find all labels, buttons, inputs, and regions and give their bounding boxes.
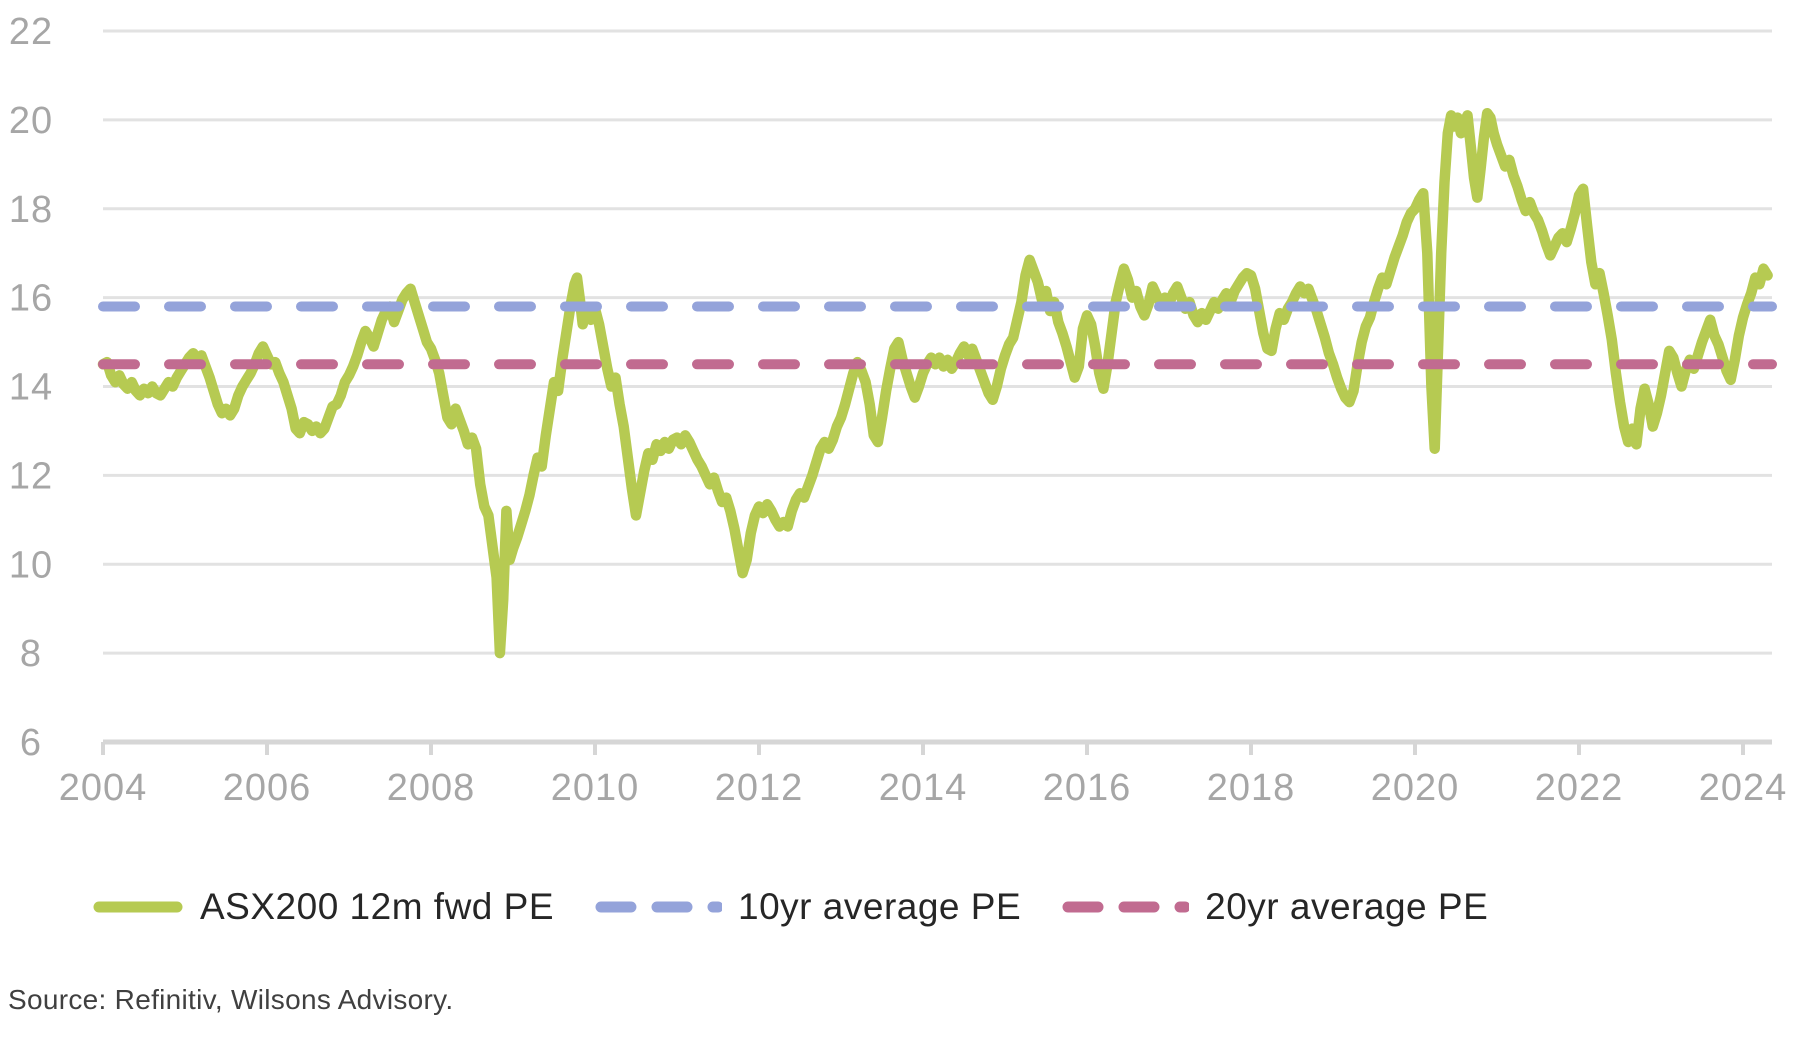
x-axis-tick-label-2016: 2016 — [1043, 767, 1132, 809]
solid-line-swatch-icon — [93, 901, 183, 913]
y-axis-tick-label-22: 22 — [9, 11, 53, 53]
dashed-line-swatch-icon — [595, 901, 723, 913]
y-axis-tick-label-6: 6 — [20, 722, 42, 764]
y-axis-tick-label-10: 10 — [9, 544, 53, 586]
legend-label-20yr-average-pe: 20yr average PE — [1205, 886, 1489, 927]
legend-item-asx200-fwd-pe: ASX200 12m fwd PE — [92, 886, 554, 928]
y-axis-tick-label-16: 16 — [9, 278, 53, 320]
x-axis-tick-label-2004: 2004 — [59, 767, 148, 809]
x-axis-tick-label-2010: 2010 — [551, 767, 640, 809]
x-axis-tick-label-2008: 2008 — [387, 767, 476, 809]
source-note: Source: Refinitiv, Wilsons Advisory. — [8, 984, 454, 1015]
x-axis-tick-label-2020: 2020 — [1371, 767, 1460, 809]
x-axis-tick-label-2012: 2012 — [715, 767, 804, 809]
x-axis-tick-label-2014: 2014 — [879, 767, 968, 809]
x-axis-tick-label-2024: 2024 — [1699, 767, 1788, 809]
legend-label-10yr-average-pe: 10yr average PE — [738, 886, 1022, 927]
dashed-line-swatch-icon — [1062, 901, 1190, 913]
x-axis-tick-label-2006: 2006 — [223, 767, 312, 809]
x-axis-tick-label-2018: 2018 — [1207, 767, 1296, 809]
legend-item-20yr-average-pe: 20yr average PE — [1061, 886, 1488, 928]
legend-item-10yr-average-pe: 10yr average PE — [594, 886, 1021, 928]
y-axis-tick-label-20: 20 — [9, 100, 53, 142]
chart-legend: ASX200 12m fwd PE 10yr average PE 20yr a… — [92, 880, 1488, 934]
y-axis-tick-label-14: 14 — [9, 367, 53, 409]
y-axis-tick-label-12: 12 — [9, 455, 53, 497]
series-asx200-fwd-pe-line — [97, 107, 1773, 659]
legend-label-asx200-fwd-pe: ASX200 12m fwd PE — [200, 886, 555, 927]
y-axis-tick-label-18: 18 — [9, 189, 53, 231]
y-axis-tick-label-8: 8 — [20, 633, 42, 675]
x-axis-tick-label-2022: 2022 — [1535, 767, 1624, 809]
